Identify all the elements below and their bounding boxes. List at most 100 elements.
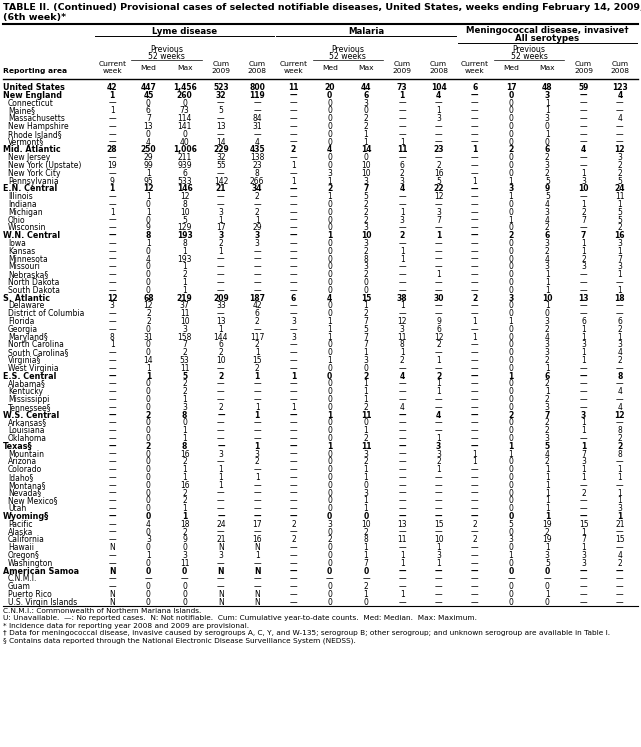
Text: Wyoming§: Wyoming§	[3, 512, 49, 521]
Text: 42: 42	[253, 301, 262, 311]
Text: —: —	[217, 559, 225, 568]
Text: 1: 1	[617, 489, 622, 498]
Text: 3: 3	[363, 450, 369, 459]
Text: 144: 144	[213, 332, 228, 341]
Text: —: —	[108, 574, 116, 583]
Text: —: —	[471, 153, 479, 162]
Text: 6: 6	[545, 146, 550, 155]
Text: —: —	[616, 598, 624, 607]
Text: 4: 4	[617, 114, 622, 123]
Text: —: —	[399, 465, 406, 474]
Text: 11: 11	[180, 364, 190, 373]
Text: —: —	[471, 356, 479, 365]
Text: —: —	[471, 348, 479, 357]
Text: 0: 0	[508, 137, 513, 146]
Text: 10: 10	[180, 208, 190, 217]
Text: —: —	[616, 122, 624, 131]
Text: Ohio: Ohio	[8, 216, 26, 225]
Text: 1,456: 1,456	[173, 83, 197, 92]
Text: U: Unavailable.  —: No reported cases.  N: Not notifiable.  Cum: Cumulative year: U: Unavailable. —: No reported cases. N:…	[3, 615, 477, 621]
Text: —: —	[290, 130, 297, 139]
Text: 2: 2	[363, 309, 369, 318]
Text: 0: 0	[508, 504, 513, 513]
Text: —: —	[435, 473, 442, 482]
Text: 1: 1	[581, 465, 586, 474]
Text: 2: 2	[219, 371, 224, 381]
Text: 0: 0	[363, 286, 369, 295]
Text: Pennsylvania: Pennsylvania	[8, 176, 58, 185]
Text: —: —	[253, 512, 261, 521]
Text: —: —	[616, 364, 624, 373]
Text: 5: 5	[617, 176, 622, 185]
Text: —: —	[435, 239, 442, 248]
Text: 6: 6	[146, 106, 151, 115]
Text: 117: 117	[250, 332, 264, 341]
Text: —: —	[580, 137, 587, 146]
Text: 0: 0	[508, 379, 513, 388]
Text: Texas§: Texas§	[3, 441, 33, 450]
Text: 2: 2	[255, 317, 260, 326]
Text: —: —	[471, 551, 479, 560]
Text: 193: 193	[177, 232, 192, 241]
Text: —: —	[290, 200, 297, 209]
Text: 3: 3	[400, 176, 404, 185]
Text: —: —	[471, 567, 479, 576]
Text: 1: 1	[436, 465, 441, 474]
Text: —: —	[471, 309, 479, 318]
Text: 0: 0	[508, 348, 513, 357]
Text: —: —	[290, 278, 297, 287]
Text: 123: 123	[612, 83, 628, 92]
Text: 48: 48	[542, 83, 553, 92]
Text: 9: 9	[146, 223, 151, 232]
Text: —: —	[580, 504, 587, 513]
Text: —: —	[290, 441, 297, 450]
Text: 7: 7	[363, 317, 369, 326]
Text: 1: 1	[509, 317, 513, 326]
Text: 5: 5	[617, 208, 622, 217]
Text: N: N	[218, 590, 224, 599]
Text: 2: 2	[617, 325, 622, 334]
Text: 1: 1	[472, 332, 477, 341]
Text: 21: 21	[216, 536, 226, 545]
Text: —: —	[399, 512, 406, 521]
Text: 0: 0	[508, 247, 513, 255]
Text: 0: 0	[508, 465, 513, 474]
Text: 5: 5	[617, 216, 622, 225]
Text: —: —	[616, 543, 624, 552]
Text: —: —	[108, 379, 116, 388]
Text: —: —	[507, 574, 515, 583]
Text: —: —	[471, 489, 479, 498]
Text: 1: 1	[328, 325, 332, 334]
Text: 1: 1	[291, 371, 296, 381]
Text: 2: 2	[472, 536, 477, 545]
Text: —: —	[399, 481, 406, 490]
Text: Cum: Cum	[612, 61, 628, 67]
Text: 3: 3	[545, 114, 550, 123]
Text: —: —	[290, 301, 297, 311]
Text: —: —	[471, 512, 479, 521]
Text: 0: 0	[508, 208, 513, 217]
Text: 7: 7	[436, 216, 441, 225]
Text: 55: 55	[216, 161, 226, 170]
Text: 1: 1	[400, 301, 404, 311]
Text: —: —	[108, 200, 116, 209]
Text: New York City: New York City	[8, 169, 60, 178]
Text: 2: 2	[182, 348, 187, 357]
Text: 2: 2	[255, 364, 260, 373]
Text: 9: 9	[182, 536, 187, 545]
Text: Meningococcal disease, invasive†: Meningococcal disease, invasive†	[466, 26, 629, 35]
Text: 1: 1	[363, 504, 369, 513]
Text: 1: 1	[254, 371, 260, 381]
Text: 0: 0	[146, 559, 151, 568]
Text: 2: 2	[182, 387, 187, 396]
Text: 5: 5	[182, 371, 187, 381]
Text: —: —	[290, 348, 297, 357]
Text: —: —	[471, 481, 479, 490]
Text: 19: 19	[107, 161, 117, 170]
Text: 0: 0	[508, 153, 513, 162]
Text: —: —	[399, 114, 406, 123]
Text: 0: 0	[328, 364, 332, 373]
Text: 3: 3	[436, 441, 441, 450]
Text: 7: 7	[617, 255, 622, 264]
Text: 2: 2	[363, 200, 369, 209]
